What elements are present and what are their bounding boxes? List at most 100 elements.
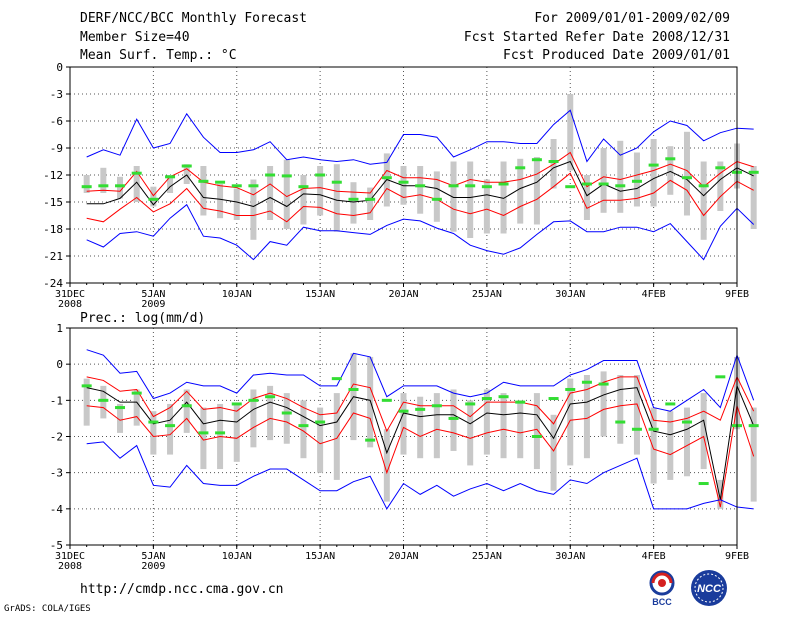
- y-tick-label: 0: [56, 61, 63, 74]
- spread-bar: [100, 167, 107, 193]
- y-tick-label: -24: [43, 277, 63, 290]
- y-tick-label: -18: [43, 223, 63, 236]
- spread-bar: [200, 407, 207, 470]
- observation-mark: [531, 435, 542, 438]
- y-tick-label: 1: [56, 322, 63, 335]
- y-tick-label: -2: [50, 431, 63, 444]
- spread-bar: [633, 152, 640, 207]
- observation-mark: [565, 185, 576, 189]
- observation-mark: [365, 197, 376, 201]
- spread-bar: [317, 166, 324, 216]
- spread-bar: [250, 179, 257, 240]
- x-tick-label: 15JAN: [305, 289, 335, 300]
- x-tick-label: 5JAN: [141, 551, 165, 562]
- spread-bar: [717, 479, 724, 509]
- spread-bar: [517, 400, 524, 459]
- observation-mark: [581, 182, 592, 186]
- spread-bar: [667, 411, 674, 480]
- spread-bar: [617, 375, 624, 444]
- observation-mark: [398, 180, 409, 184]
- series-line-mean: [86, 384, 755, 500]
- spread-bar: [217, 184, 224, 219]
- spread-bar: [367, 356, 374, 448]
- observation-mark: [265, 395, 276, 399]
- spread-bar: [133, 166, 140, 202]
- observation-mark: [498, 182, 509, 186]
- spread-bar: [233, 403, 240, 462]
- ncc-logo-icon: NCC: [691, 570, 727, 606]
- spread-bar: [633, 375, 640, 455]
- observation-mark: [615, 184, 626, 188]
- observation-mark: [198, 179, 209, 183]
- spread-bar: [417, 396, 424, 459]
- observation-mark: [648, 427, 659, 431]
- x-tick-label: 15JAN: [305, 551, 335, 562]
- spread-bar: [350, 182, 357, 224]
- observation-mark: [365, 438, 376, 442]
- x-tick-label: 31DEC: [55, 289, 85, 300]
- x-tick-label: 5JAN: [141, 289, 165, 300]
- spread-bar: [133, 389, 140, 426]
- spread-bar: [333, 393, 340, 480]
- spread-bar: [650, 407, 657, 484]
- series-line-max: [86, 349, 755, 412]
- spread-bar: [433, 393, 440, 459]
- spread-bar: [600, 371, 607, 437]
- spread-bar: [333, 164, 340, 232]
- spread-bar: [450, 161, 457, 232]
- observation-mark: [515, 400, 526, 404]
- y-tick-label: -5: [50, 539, 63, 552]
- spread-bar: [500, 161, 507, 234]
- spread-bar: [183, 389, 190, 433]
- spread-bar: [533, 393, 540, 470]
- spread-bar: [567, 94, 574, 171]
- observation-mark: [215, 180, 226, 184]
- spread-bar: [117, 403, 124, 433]
- spread-bar: [750, 166, 757, 229]
- observation-mark: [231, 402, 242, 406]
- spread-bar: [667, 146, 674, 195]
- spread-bar: [467, 400, 474, 466]
- x-tick-sublabel: 2008: [58, 561, 82, 572]
- observation-mark: [681, 176, 692, 180]
- variable-label: Mean Surf. Temp.: °C: [80, 48, 237, 63]
- spread-bar: [317, 407, 324, 473]
- series-line-min: [86, 441, 754, 510]
- spread-bar: [167, 403, 174, 455]
- observation-mark: [398, 409, 409, 413]
- observation-mark: [631, 179, 642, 183]
- observation-mark: [581, 380, 592, 384]
- series-line-max: [86, 109, 754, 165]
- observation-mark: [748, 424, 759, 428]
- observation-mark: [448, 184, 459, 188]
- spread-bar: [533, 157, 540, 225]
- spread-bar: [183, 164, 190, 184]
- spread-bar: [583, 175, 590, 220]
- observation-mark: [631, 427, 642, 431]
- spread-bar: [433, 171, 440, 222]
- series-line-mean-std: [86, 403, 755, 508]
- spread-bar: [617, 140, 624, 213]
- x-tick-label: 31DEC: [55, 551, 85, 562]
- spread-bar: [383, 429, 390, 502]
- spread-bar: [267, 166, 274, 220]
- source-url[interactable]: http://cmdp.ncc.cma.gov.cn: [80, 582, 284, 597]
- x-tick-label: 20JAN: [388, 551, 418, 562]
- spread-bar: [400, 393, 407, 455]
- spread-bar: [500, 393, 507, 459]
- grads-credit: GrADS: COLA/IGES: [4, 604, 91, 614]
- spread-bar: [100, 385, 107, 419]
- spread-bar: [83, 175, 90, 193]
- observation-mark: [415, 184, 426, 188]
- spread-bar: [700, 161, 707, 240]
- observation-mark: [715, 375, 726, 379]
- spread-bar: [117, 176, 124, 199]
- x-tick-label: 9FEB: [725, 551, 749, 562]
- observation-mark: [98, 398, 109, 402]
- x-tick-label: 30JAN: [555, 551, 585, 562]
- observation-mark: [431, 404, 442, 408]
- series-line-mean-plus-stdstd: [86, 375, 755, 433]
